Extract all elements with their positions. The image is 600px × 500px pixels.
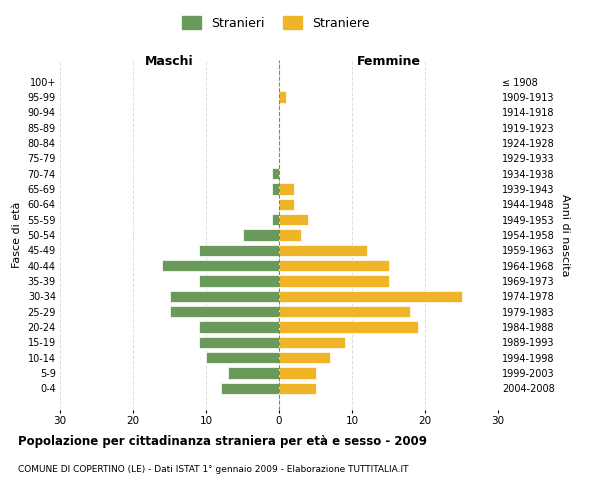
Bar [199, 336, 279, 348]
Bar [279, 352, 330, 364]
Text: COMUNE DI COPERTINO (LE) - Dati ISTAT 1° gennaio 2009 - Elaborazione TUTTITALIA.: COMUNE DI COPERTINO (LE) - Dati ISTAT 1°… [18, 465, 409, 474]
Bar [272, 214, 279, 226]
Legend: Stranieri, Straniere: Stranieri, Straniere [178, 11, 374, 35]
Bar [279, 368, 316, 379]
Bar [279, 229, 301, 241]
Bar [279, 260, 389, 272]
Text: Popolazione per cittadinanza straniera per età e sesso - 2009: Popolazione per cittadinanza straniera p… [18, 435, 427, 448]
Bar [199, 276, 279, 287]
Bar [228, 368, 279, 379]
Bar [199, 322, 279, 333]
Bar [279, 322, 418, 333]
Bar [279, 91, 286, 102]
Bar [221, 382, 279, 394]
Bar [279, 198, 293, 210]
Bar [279, 290, 461, 302]
Bar [272, 183, 279, 194]
Bar [170, 306, 279, 318]
Bar [206, 352, 279, 364]
Bar [279, 382, 316, 394]
Y-axis label: Fasce di età: Fasce di età [12, 202, 22, 268]
Bar [162, 260, 279, 272]
Bar [272, 168, 279, 179]
Bar [170, 290, 279, 302]
Text: Maschi: Maschi [145, 55, 194, 68]
Y-axis label: Anni di nascita: Anni di nascita [560, 194, 571, 276]
Bar [279, 306, 410, 318]
Bar [279, 276, 389, 287]
Bar [279, 244, 367, 256]
Bar [199, 244, 279, 256]
Text: Femmine: Femmine [356, 55, 421, 68]
Bar [279, 183, 293, 194]
Bar [279, 214, 308, 226]
Bar [242, 229, 279, 241]
Bar [279, 336, 344, 348]
